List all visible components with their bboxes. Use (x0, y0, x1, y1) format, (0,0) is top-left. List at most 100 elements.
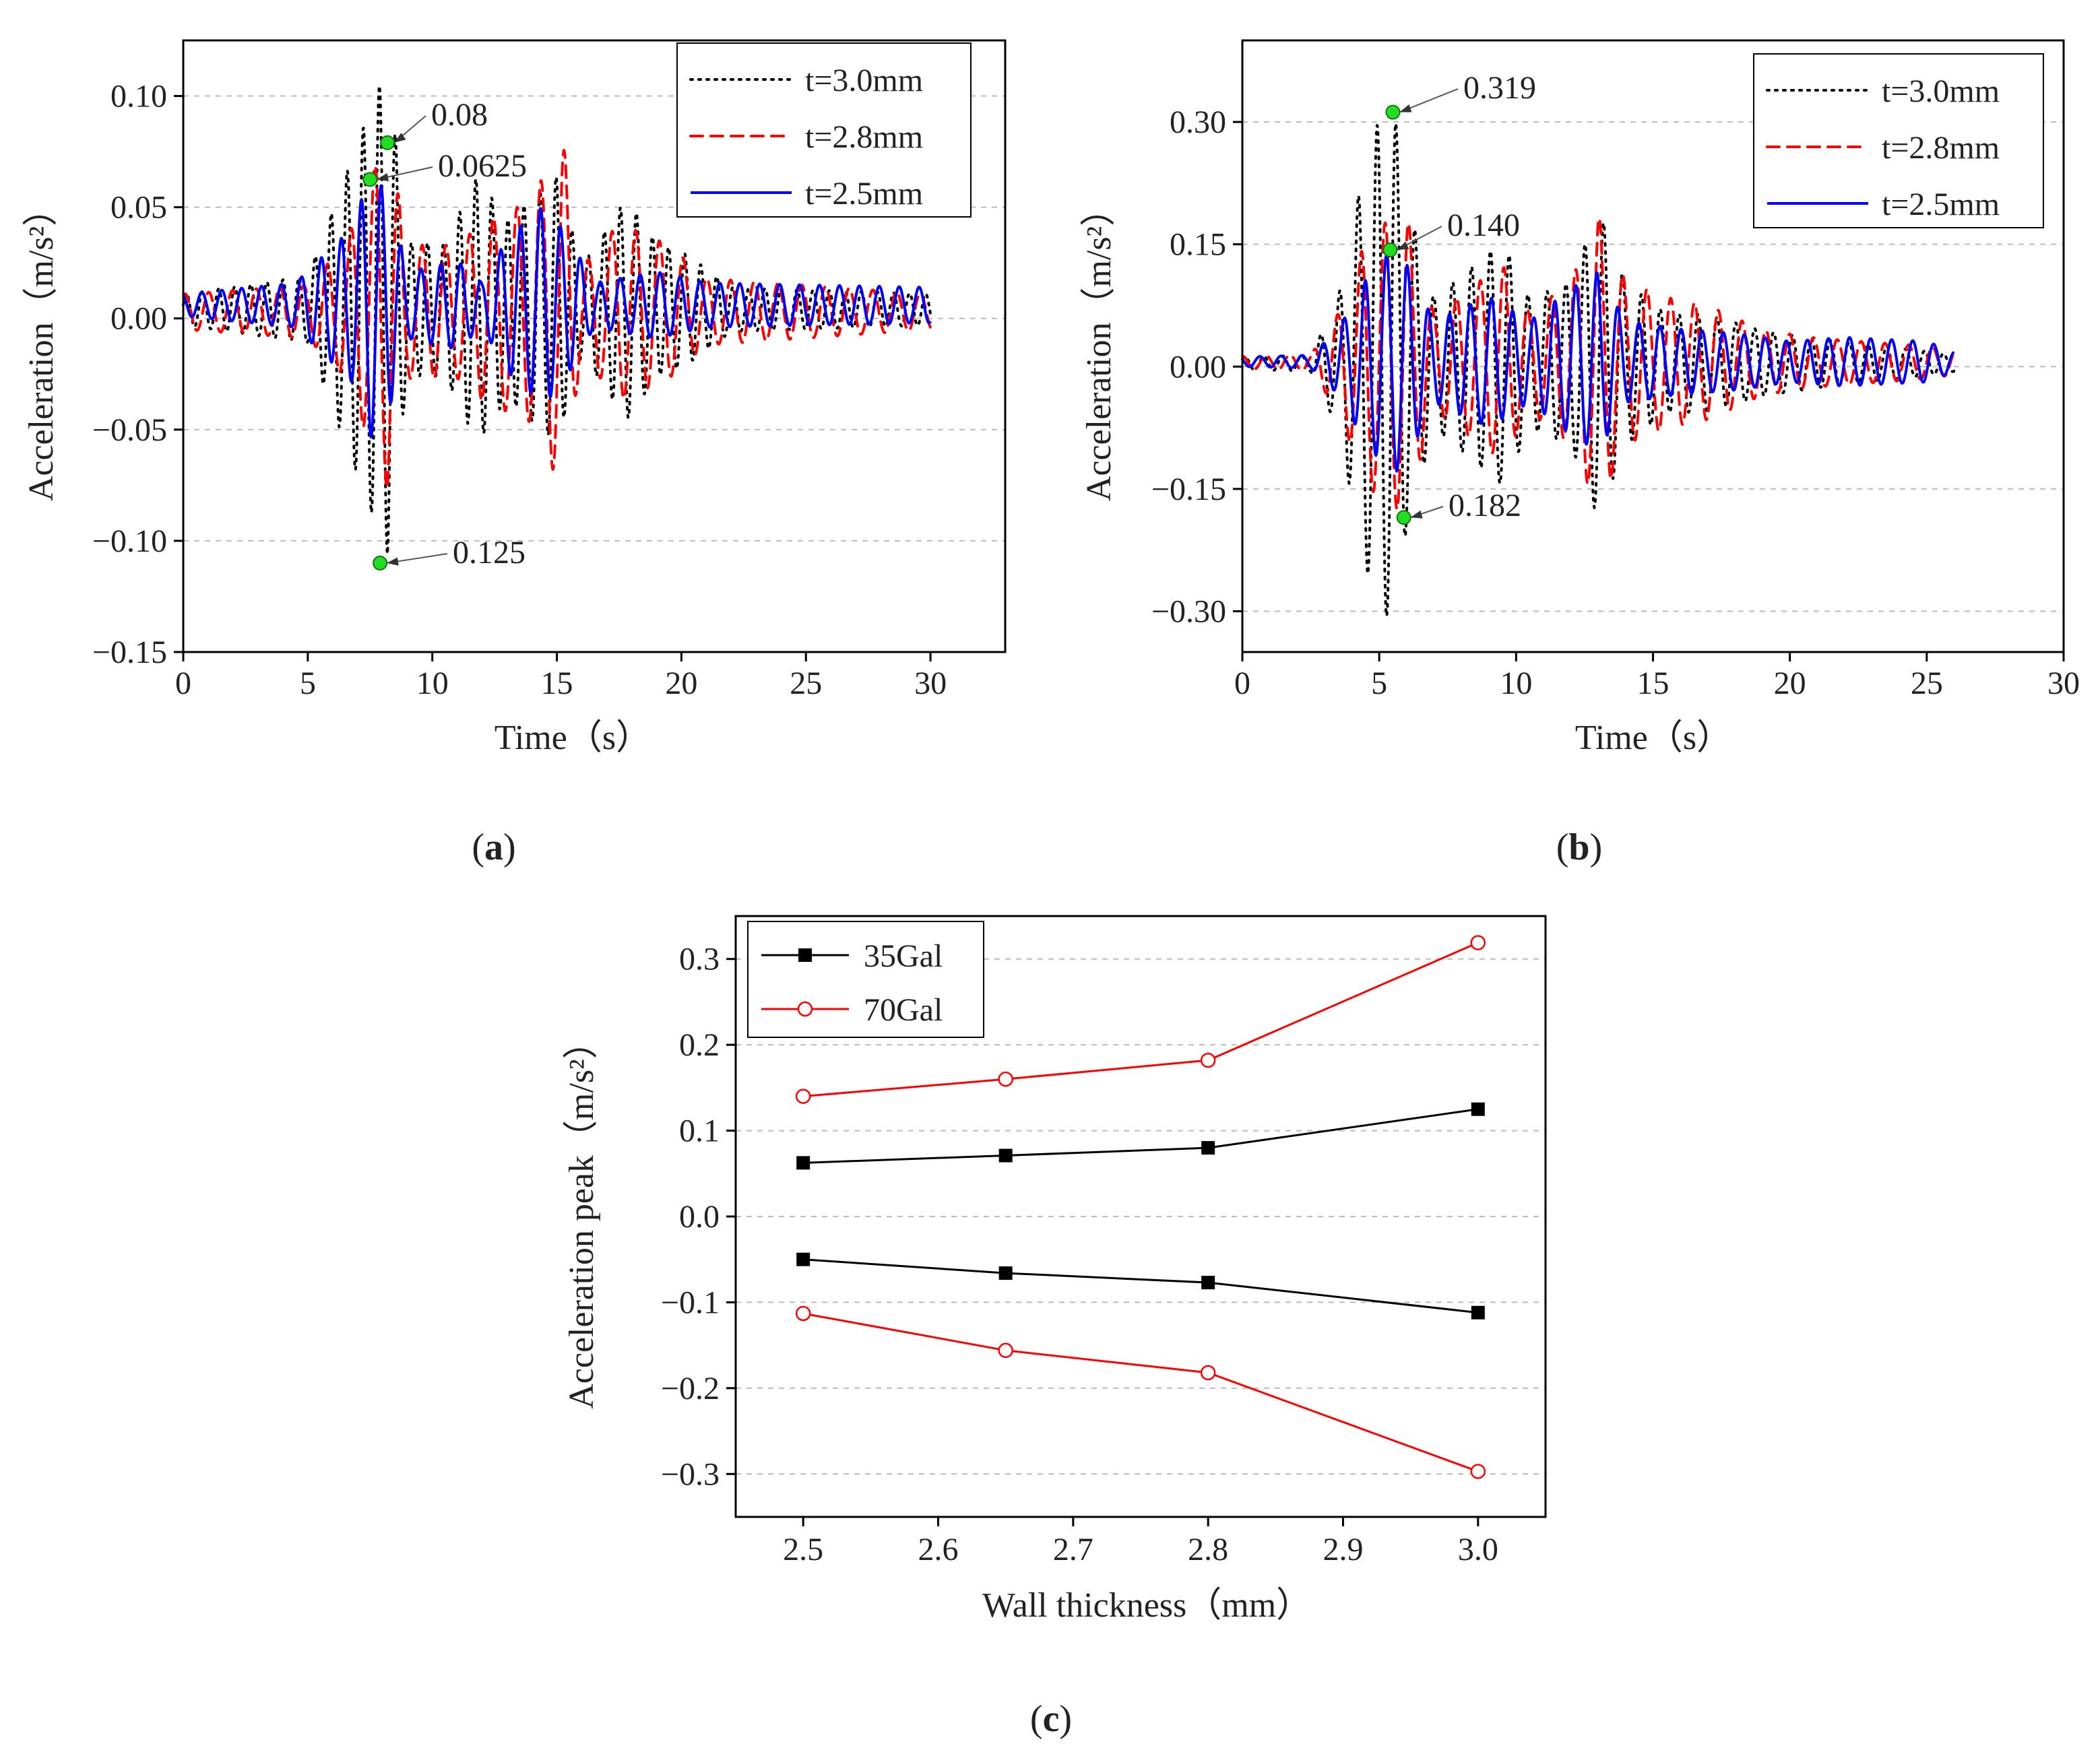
annotation-marker (362, 172, 378, 187)
annotation-label: 0.08 (431, 97, 488, 133)
data-point-70Gal (1470, 935, 1486, 950)
panel-label-letter: b (1568, 826, 1589, 868)
y-tick-label: 0.05 (110, 190, 167, 226)
y-axis-title: Acceleration（m/s²） (1080, 191, 1118, 501)
panel-labels: (a) (b)(c) (472, 826, 1602, 1740)
x-tick-label: 2.7 (1053, 1532, 1093, 1567)
x-tick-label: 5 (300, 665, 316, 701)
annotation-label: 0.140 (1447, 207, 1520, 243)
annotation-label: 0.182 (1449, 488, 1521, 523)
series-line-t=2.8mm (1241, 217, 1956, 511)
panel-label-close: ) (1059, 1698, 1072, 1740)
x-tick-label: 25 (790, 665, 822, 701)
y-tick-label: −0.3 (661, 1456, 720, 1492)
x-tick-label: 10 (416, 665, 449, 701)
annotation-marker (1382, 242, 1398, 258)
annotation-label: 0.0625 (438, 148, 527, 184)
data-point-70Gal (1200, 1052, 1216, 1068)
panel-c: 2.5 2.6 2.7 2.8 2.9 3.0 −0.3 −0.2 −0.1 0.0 0.1 0.2 0… (563, 915, 1547, 1625)
y-tick-label: −0.1 (661, 1285, 720, 1320)
panel-a: 0 5 10 15 20 25 30 −0.15 −0.10 −0.05 0.00 0.05 0.10 T… (22, 39, 1007, 757)
x-tick-label: 30 (2047, 665, 2080, 701)
legend-box (747, 921, 984, 1038)
x-tick-label: 30 (914, 665, 947, 701)
x-tick-label: 10 (1500, 665, 1532, 701)
annotation-arrowhead (1410, 510, 1423, 519)
legend-label: t=2.8mm (1882, 130, 2000, 166)
panel-label-c: (c) (1030, 1698, 1072, 1740)
legend-box (676, 42, 972, 218)
x-tick-label: 2.8 (1188, 1532, 1228, 1567)
x-tick-label: 5 (1371, 665, 1387, 701)
legend-label: t=3.0mm (1882, 73, 2000, 109)
y-tick-label: 0.10 (110, 79, 167, 115)
data-point-70Gal (998, 1071, 1013, 1087)
data-point-70Gal (1200, 1365, 1216, 1381)
annotation-label: 0.125 (453, 535, 526, 571)
panel-label-a: (a) (472, 826, 515, 868)
legend-label: t=2.5mm (805, 176, 923, 212)
data-point-70Gal (795, 1305, 811, 1322)
legend-marker-70Gal (797, 1001, 813, 1017)
annotation-arrowhead (1399, 104, 1412, 112)
x-tick-label: 15 (541, 665, 573, 701)
x-tick-label: 3.0 (1458, 1532, 1498, 1567)
y-tick-label: −0.30 (1151, 593, 1226, 629)
legend-label: 35Gal (864, 938, 943, 974)
panel-label-open: ( (472, 826, 484, 868)
y-axis-title: Acceleration（m/s²） (22, 191, 61, 501)
panel-label-open: ( (1030, 1698, 1043, 1740)
legend-marker-35Gal (798, 948, 812, 962)
panel-label-letter: c (1043, 1698, 1060, 1740)
data-point-35Gal (796, 1252, 810, 1266)
panel-b: 0 5 10 15 20 25 30 −0.30 −0.15 0.00 0.15 0.30 Time（s… (1080, 39, 2080, 757)
panel-a-plot-frame (182, 39, 1007, 653)
x-axis-title: Time（s） (495, 719, 651, 757)
data-point-70Gal (795, 1089, 811, 1104)
x-tick-label: 15 (1637, 665, 1669, 701)
x-tick-label: 0 (1234, 665, 1250, 701)
annotation-marker (1385, 104, 1401, 120)
legend-box (1753, 53, 2044, 228)
annotation-arrowhead (377, 173, 389, 182)
data-point-70Gal (998, 1342, 1013, 1359)
data-point-35Gal (1471, 1305, 1485, 1320)
series-line-35Gal-lower (803, 1258, 1478, 1314)
panel-label-close: ) (503, 826, 516, 868)
y-tick-label: 0.2 (679, 1027, 720, 1063)
y-tick-label: 0.00 (110, 301, 167, 337)
y-tick-label: 0.00 (1170, 349, 1226, 385)
series-line-t=2.5mm (182, 184, 932, 438)
y-tick-label: 0.0 (679, 1199, 720, 1235)
y-tick-label: −0.10 (92, 523, 167, 559)
legend-label: t=3.0mm (805, 63, 923, 98)
annotation-marker (380, 135, 395, 150)
annotation-label: 0.319 (1463, 70, 1536, 106)
annotation-arrowhead (387, 557, 399, 566)
panel-label-close: ) (1590, 826, 1603, 868)
series-line-70Gal-upper (803, 942, 1479, 1098)
y-tick-label: −0.05 (92, 412, 167, 448)
panel-label-b: (b) (1556, 826, 1602, 868)
y-tick-label: 0.15 (1170, 227, 1226, 263)
data-point-35Gal (1471, 1102, 1485, 1116)
series-line-t=3.0mm (182, 84, 932, 556)
annotation-arrowhead (1397, 241, 1409, 251)
x-axis-title: Wall thickness（mm） (982, 1586, 1311, 1625)
x-tick-label: 2.9 (1323, 1532, 1364, 1567)
annotation-marker (1396, 510, 1411, 525)
legend-label: t=2.5mm (1882, 187, 2000, 222)
series-line-t=2.5mm (1241, 254, 1955, 473)
series-line-70Gal-lower (802, 1312, 1479, 1472)
x-tick-label: 2.5 (783, 1532, 823, 1567)
x-tick-label: 2.6 (918, 1532, 959, 1567)
legend-label: 70Gal (864, 992, 943, 1028)
x-axis-title: Time（s） (1575, 719, 1731, 757)
data-point-35Gal (998, 1266, 1013, 1280)
data-point-70Gal (1470, 1464, 1486, 1479)
y-tick-label: −0.15 (1151, 472, 1226, 507)
y-tick-label: 0.30 (1170, 104, 1226, 140)
y-tick-label: 0.1 (679, 1113, 720, 1149)
data-point-35Gal (796, 1156, 810, 1170)
